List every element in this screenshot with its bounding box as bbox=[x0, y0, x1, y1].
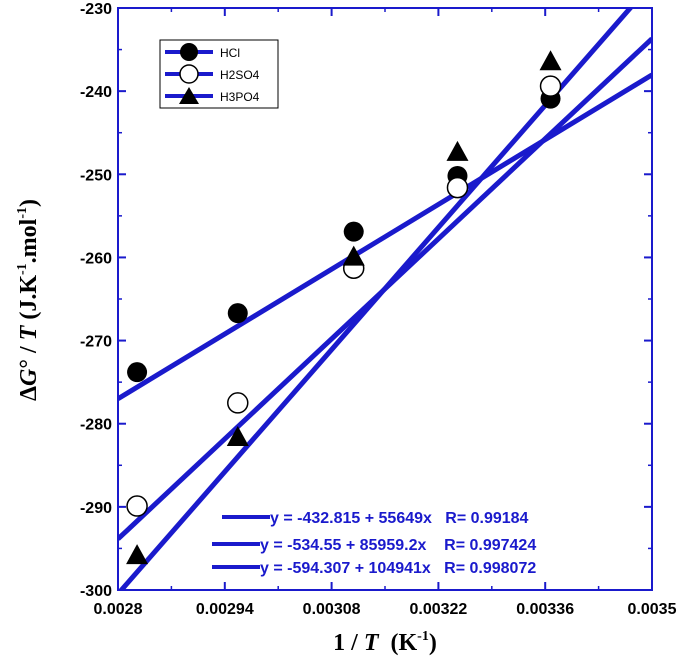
y-tick-label: -250 bbox=[80, 167, 112, 184]
equation-text-h2so4: y = -534.55 + 85959.2x R= 0.997424 bbox=[260, 537, 536, 554]
x-title-unit-close: ) bbox=[429, 630, 437, 656]
y-title-unit-sup2: -1 bbox=[15, 207, 30, 219]
y-title-unit-a: (J.K bbox=[16, 275, 42, 326]
legend-marker-h3po4 bbox=[179, 87, 199, 104]
y-tick-label: -300 bbox=[80, 583, 112, 600]
y-tick-label: -240 bbox=[80, 84, 112, 101]
x-tick-label: 0.00308 bbox=[303, 601, 361, 618]
y-title-g: G bbox=[16, 368, 42, 386]
x-tick-label: 0.0028 bbox=[94, 601, 143, 618]
y-title-unit-c: ) bbox=[16, 199, 42, 207]
x-title-unit: (K bbox=[379, 630, 418, 656]
data-point-h2so4 bbox=[446, 176, 469, 199]
equation-text-h3po4: y = -594.307 + 104941x R= 0.998072 bbox=[260, 560, 536, 577]
fit-lines bbox=[118, 8, 652, 590]
x-tick-labels: 0.0028 0.00294 0.00308 0.00322 0.00336 0.0035 bbox=[94, 601, 677, 618]
legend-label-hcl: HCl bbox=[220, 46, 240, 60]
data-point-h2so4 bbox=[126, 495, 148, 517]
data-point-h2so4 bbox=[227, 392, 249, 414]
x-title-prefix: 1 / bbox=[333, 630, 364, 656]
y-tick-label: -270 bbox=[80, 334, 112, 351]
fit-line-h3po4 bbox=[118, 8, 634, 590]
y-axis-title: ΔG° / T (J.K-1.mol-1) bbox=[15, 199, 42, 401]
x-title-var: T bbox=[364, 630, 380, 656]
x-axis-title: 1 / T (K-1) bbox=[333, 629, 437, 656]
legend-marker-h2so4 bbox=[179, 64, 199, 84]
y-tick-label: -290 bbox=[80, 500, 112, 517]
equation-text-hcl: y = -432.815 + 55649x R= 0.99184 bbox=[270, 510, 529, 527]
data-point-h3po4 bbox=[126, 544, 149, 565]
data-point-h3po4 bbox=[226, 426, 249, 447]
data-point-h3po4 bbox=[446, 140, 469, 161]
data-point-hcl bbox=[227, 303, 248, 324]
data-point-h2so4 bbox=[539, 75, 562, 97]
legend-label-h2so4: H2SO4 bbox=[220, 68, 260, 82]
data-point-hcl bbox=[127, 362, 148, 383]
legend-marker-hcl bbox=[180, 43, 198, 61]
axis-ticks bbox=[117, 7, 653, 591]
y-title-t: T bbox=[16, 324, 42, 340]
x-tick-label: 0.00294 bbox=[196, 601, 254, 618]
x-tick-label: 0.00322 bbox=[409, 601, 467, 618]
x-title-unit-sup: -1 bbox=[417, 629, 429, 644]
y-title-deg: ° bbox=[16, 359, 42, 369]
y-title-slash: / bbox=[16, 340, 42, 359]
legend: HCl H2SO4 H3PO4 bbox=[159, 39, 279, 109]
y-title-delta: Δ bbox=[16, 386, 42, 401]
data-point-h3po4 bbox=[539, 50, 562, 71]
y-tick-label: -280 bbox=[80, 417, 112, 434]
y-title-unit-sup1: -1 bbox=[15, 263, 30, 275]
y-tick-label: -260 bbox=[80, 250, 112, 267]
data-point-hcl bbox=[343, 221, 364, 242]
y-tick-label: -230 bbox=[80, 1, 112, 18]
data-point-h3po4 bbox=[342, 245, 365, 266]
legend-label-h3po4: H3PO4 bbox=[220, 90, 260, 104]
x-tick-label: 0.0035 bbox=[628, 601, 677, 618]
data-markers bbox=[126, 50, 562, 565]
x-tick-label: 0.00336 bbox=[516, 601, 574, 618]
fit-equations: y = -432.815 + 55649x R= 0.99184 y = -53… bbox=[212, 510, 536, 577]
fit-line-hcl bbox=[118, 72, 652, 401]
y-tick-labels: -300 -290 -280 -270 -260 -250 -240 -230 bbox=[80, 1, 112, 600]
y-title-unit-b: .mol bbox=[16, 218, 42, 263]
